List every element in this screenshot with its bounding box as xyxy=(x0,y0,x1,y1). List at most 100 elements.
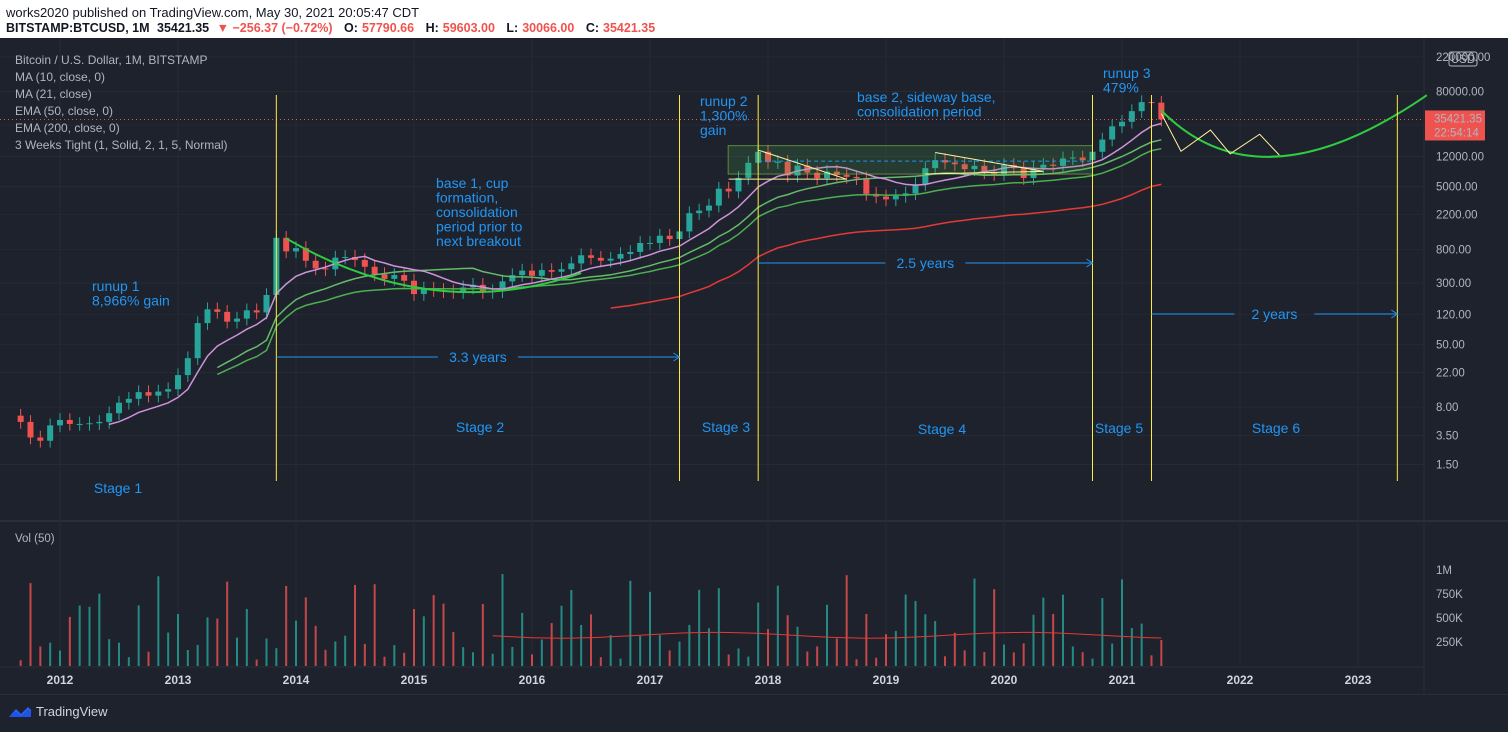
volume-bar xyxy=(786,615,789,666)
volume-bar xyxy=(462,647,465,666)
candle-body xyxy=(116,402,122,414)
volume-bar xyxy=(481,603,484,666)
duration-arrow-3-label: 2 years xyxy=(1251,306,1297,322)
legend-ema200[interactable]: EMA (200, close, 0) xyxy=(15,121,120,135)
volume-bar xyxy=(776,585,779,666)
price-tick-label: 80000.00 xyxy=(1436,87,1484,99)
candle-body xyxy=(883,196,889,200)
ohlc-close: C: 35421.35 xyxy=(586,21,659,35)
candle-body xyxy=(588,255,594,258)
candle-body xyxy=(942,160,948,163)
volume-bar xyxy=(413,609,415,666)
volume-bar xyxy=(511,646,514,666)
candle-body xyxy=(155,391,162,396)
candle-body xyxy=(666,235,673,240)
volume-bar xyxy=(560,605,563,666)
brand-name: TradingView xyxy=(36,704,108,719)
runup3-annotation-line: runup 3 xyxy=(1103,65,1151,81)
runup2-annotation-line: 1,300% xyxy=(700,108,747,124)
volume-bar xyxy=(363,643,366,666)
price-countdown-value: 22:54:14 xyxy=(1434,127,1479,139)
candle-body xyxy=(263,295,270,313)
time-tick-label: 2015 xyxy=(401,673,428,687)
candle-body xyxy=(1128,111,1135,122)
duration-arrow-1-label: 3.3 years xyxy=(449,349,507,365)
volume-bar xyxy=(1012,652,1015,666)
volume-bar xyxy=(206,617,209,666)
volume-bar xyxy=(78,605,81,666)
volume-bar xyxy=(1032,614,1035,666)
volume-bar xyxy=(1052,613,1055,666)
candle-body xyxy=(951,162,958,165)
candle-body xyxy=(76,423,83,425)
candle-body xyxy=(912,184,919,194)
volume-bar xyxy=(570,590,573,666)
volume-bar xyxy=(1071,646,1074,666)
candle-body xyxy=(184,358,191,376)
base2-annotation-line: consolidation period xyxy=(857,104,982,120)
candle-body xyxy=(1069,157,1076,159)
volume-bar xyxy=(727,654,730,666)
tradingview-brand[interactable]: TradingView xyxy=(8,704,108,719)
volume-bar xyxy=(609,635,612,666)
volume-bar xyxy=(1091,658,1094,666)
volume-bar xyxy=(540,639,543,666)
volume-bar xyxy=(275,648,278,666)
chart-background xyxy=(0,38,1508,694)
candle-body xyxy=(519,270,526,276)
volume-bar xyxy=(1150,655,1153,666)
volume-bar xyxy=(491,653,494,666)
candle-body xyxy=(86,423,93,425)
tradingview-logo-icon xyxy=(9,706,31,717)
volume-bar xyxy=(531,654,533,666)
volume-bar xyxy=(963,650,966,666)
volume-bar xyxy=(226,581,229,666)
volume-bar xyxy=(1140,623,1143,666)
volume-bar xyxy=(324,649,327,666)
volume-bar xyxy=(1022,643,1025,666)
price-tick-label: 8.00 xyxy=(1436,402,1458,414)
volume-bar xyxy=(1111,643,1114,666)
volume-bar xyxy=(698,589,701,666)
volume-bar xyxy=(334,641,337,666)
volume-bar xyxy=(1160,639,1163,666)
symbol-quote-line: BITSTAMP:BTCUSD, 1M 35421.35 ▼ −256.37 (… xyxy=(6,21,663,35)
runup2-annotation-line: gain xyxy=(700,122,726,138)
footer-bar: TradingView xyxy=(0,694,1508,732)
price-tick-label: 1.50 xyxy=(1436,460,1458,472)
chart-area[interactable]: 220000.0080000.0030000.0012000.005000.00… xyxy=(0,38,1508,694)
candle-body xyxy=(401,275,408,281)
price-chart-svg[interactable]: 220000.0080000.0030000.0012000.005000.00… xyxy=(0,38,1508,694)
volume-bar xyxy=(452,631,455,666)
volume-bar xyxy=(432,595,435,666)
base1-annotation-line: formation, xyxy=(436,190,498,206)
low-label: L: xyxy=(506,21,519,35)
ma21-line xyxy=(216,139,1162,369)
volume-bar xyxy=(599,657,602,666)
candle-body xyxy=(293,248,299,252)
candle-body xyxy=(833,171,840,175)
high-label: H: xyxy=(425,21,439,35)
candle-body xyxy=(57,419,63,426)
legend-ma21[interactable]: MA (21, close) xyxy=(15,87,92,101)
volume-bar xyxy=(747,656,750,666)
candle-body xyxy=(1040,164,1047,168)
volume-bar xyxy=(304,597,307,666)
volume-bar xyxy=(914,600,917,666)
candle-body xyxy=(361,260,368,267)
candle-body xyxy=(125,398,132,403)
volume-bar xyxy=(590,614,592,666)
base2-box xyxy=(727,145,1094,175)
indicator-legend: Bitcoin / U.S. Dollar, 1M, BITSTAMP MA (… xyxy=(15,52,228,154)
candle-body xyxy=(1060,158,1066,166)
candle-body xyxy=(1079,157,1086,161)
legend-ma10[interactable]: MA (10, close, 0) xyxy=(15,70,106,84)
close-label: C: xyxy=(585,21,600,35)
legend-3-weeks-tight[interactable]: 3 Weeks Tight (1, Solid, 2, 1, 5, Normal… xyxy=(15,138,228,152)
candle-body xyxy=(460,287,467,293)
candle-body xyxy=(961,164,968,170)
volume-bar xyxy=(1121,579,1123,666)
price-tick-label: 120.00 xyxy=(1436,309,1471,321)
price-label-value: 35421.35 xyxy=(1434,113,1482,125)
legend-ema50[interactable]: EMA (50, close, 0) xyxy=(15,104,114,118)
